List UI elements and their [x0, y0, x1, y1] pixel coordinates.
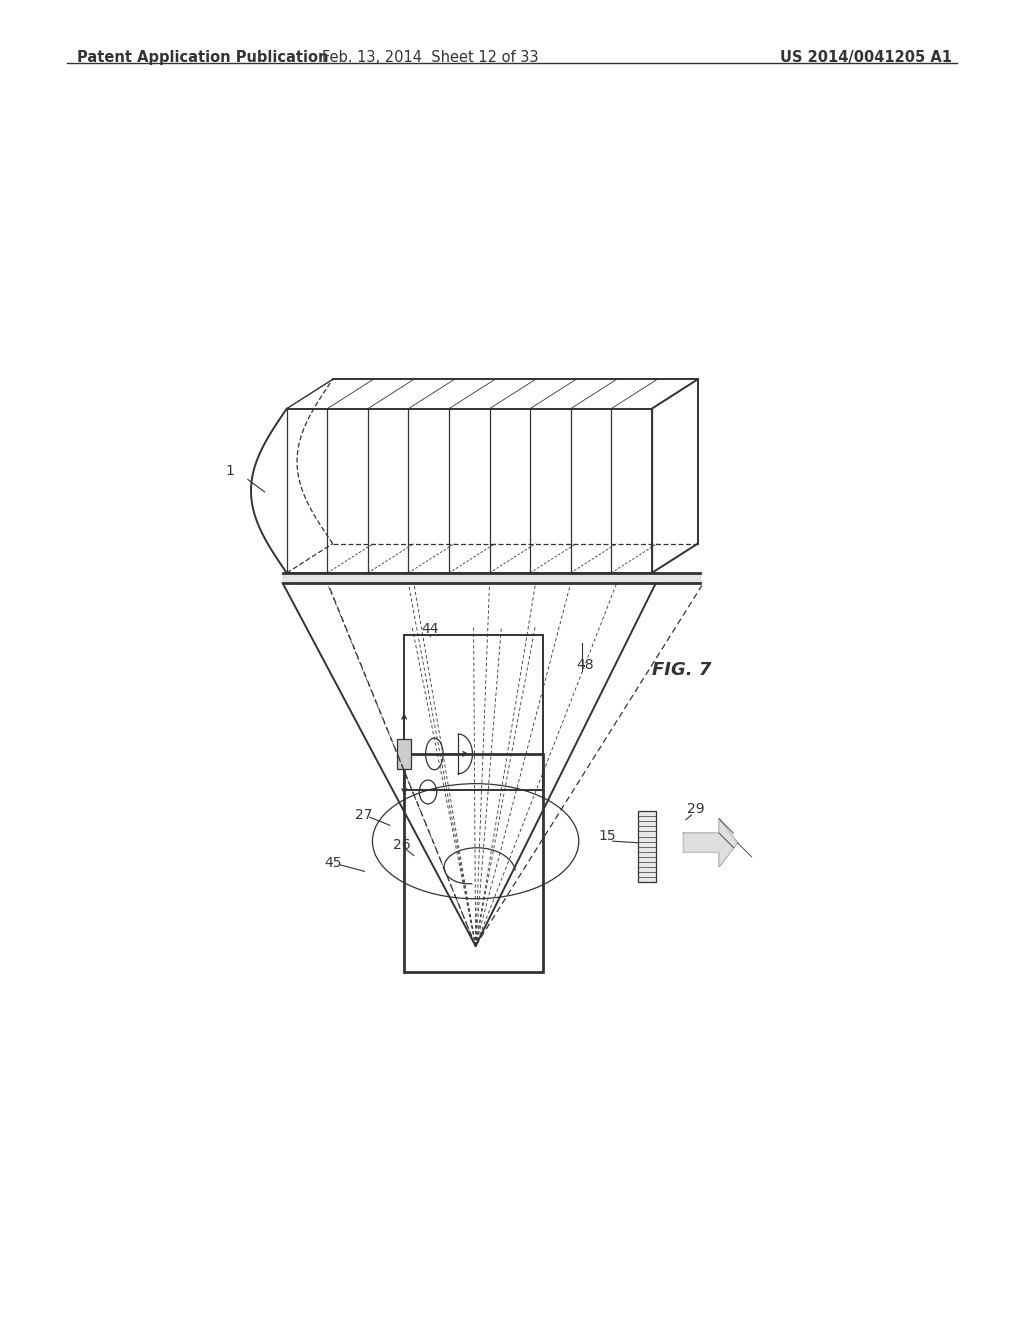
Text: FIG. 7: FIG. 7 — [652, 660, 711, 678]
Text: 44: 44 — [422, 622, 439, 636]
Text: 1: 1 — [225, 463, 234, 478]
Text: 48: 48 — [577, 657, 594, 672]
Bar — [404, 635, 543, 789]
Bar — [404, 754, 543, 972]
Text: US 2014/0041205 A1: US 2014/0041205 A1 — [780, 50, 952, 65]
Text: 45: 45 — [324, 855, 342, 870]
Bar — [397, 739, 412, 770]
Polygon shape — [684, 818, 737, 867]
Text: 29: 29 — [687, 803, 706, 816]
Text: 27: 27 — [355, 808, 373, 822]
Text: 15: 15 — [599, 829, 616, 842]
Text: 26: 26 — [393, 838, 411, 853]
Text: Feb. 13, 2014  Sheet 12 of 33: Feb. 13, 2014 Sheet 12 of 33 — [322, 50, 539, 65]
Text: Patent Application Publication: Patent Application Publication — [77, 50, 329, 65]
Bar — [638, 810, 655, 883]
